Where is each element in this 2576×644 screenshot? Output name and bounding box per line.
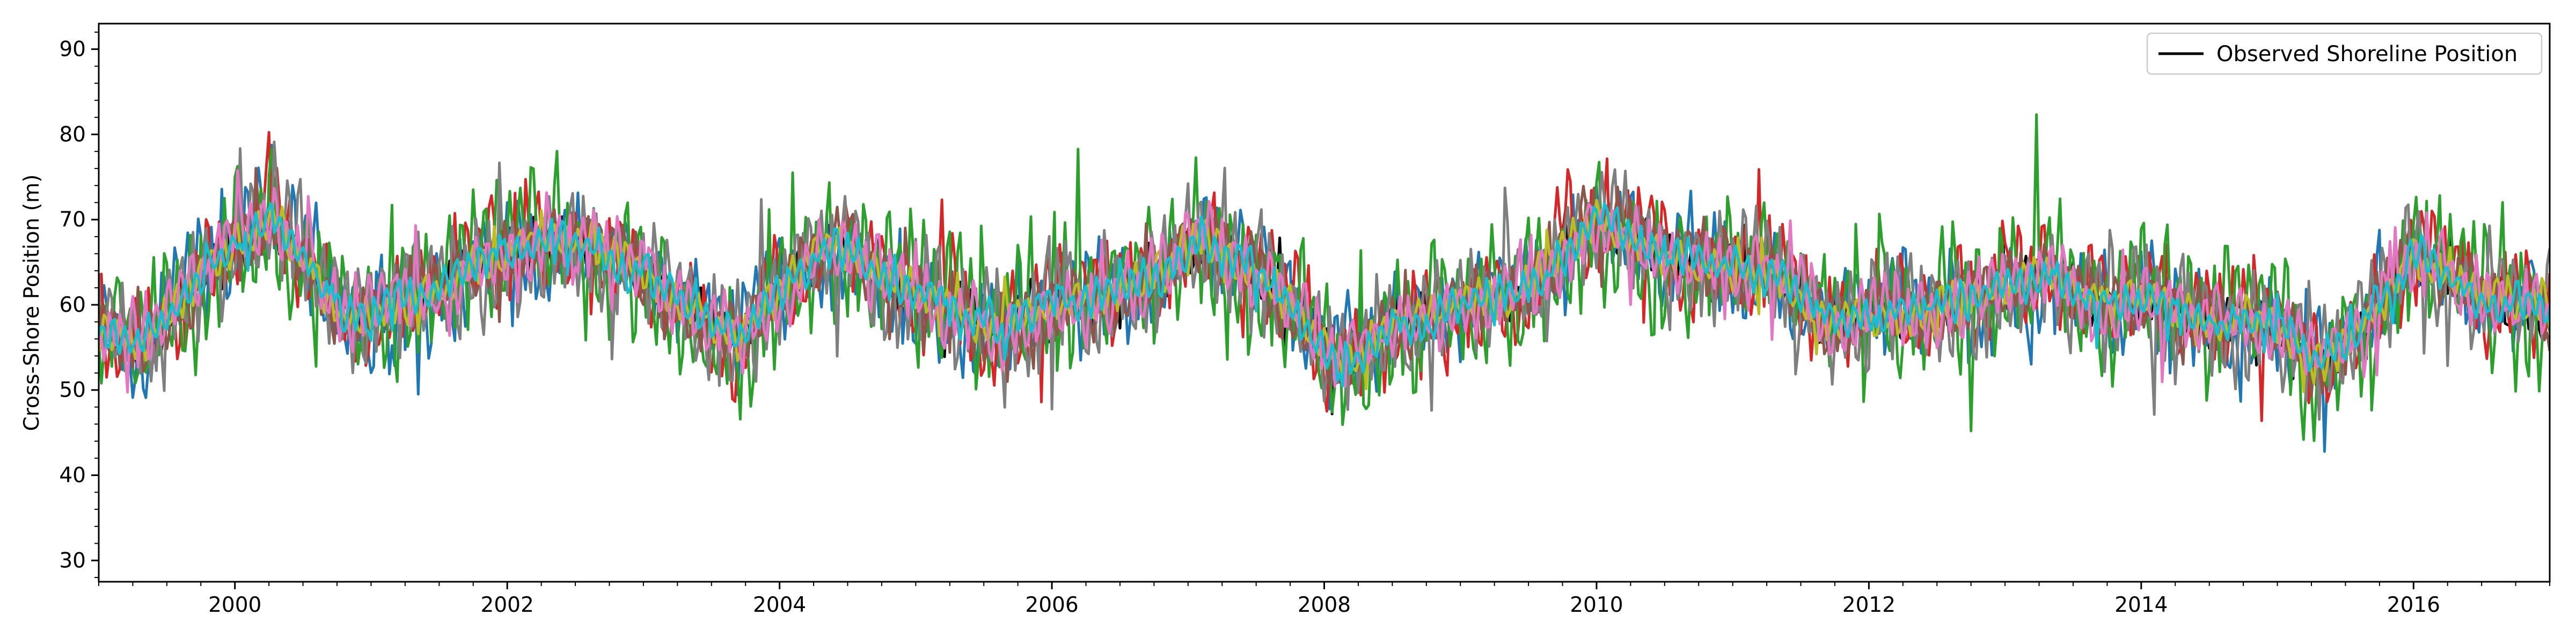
y-tick-label: 30 bbox=[59, 548, 86, 573]
series-line bbox=[99, 202, 2550, 388]
y-tick-label: 60 bbox=[59, 293, 86, 317]
x-tick-label: 2002 bbox=[481, 593, 534, 617]
y-tick-label: 70 bbox=[59, 208, 86, 232]
series-layer bbox=[99, 113, 2550, 453]
legend-box bbox=[2146, 32, 2543, 75]
series-line bbox=[99, 140, 2550, 421]
y-axis-label: Cross-Shore Position (m) bbox=[20, 174, 44, 431]
x-tick-label: 2006 bbox=[1025, 593, 1078, 617]
x-tick-label: 2014 bbox=[2114, 593, 2168, 617]
x-tick-label: 2008 bbox=[1298, 593, 1351, 617]
series-line bbox=[99, 199, 2550, 393]
x-tick-label: 2004 bbox=[753, 593, 806, 617]
x-tick-label: 2016 bbox=[2387, 593, 2440, 617]
y-tick-label: 80 bbox=[59, 122, 86, 147]
y-tick-label: 90 bbox=[59, 38, 86, 62]
ticks-layer: 2000 2002 2004 2006 2008 2010 2012 2014 2016 30 40… bbox=[59, 31, 2550, 617]
x-tick-label: 2010 bbox=[1570, 593, 1623, 617]
x-tick-label: 2000 bbox=[208, 593, 261, 617]
legend-label-observed: Observed Shoreline Position bbox=[2216, 42, 2518, 67]
legend: Observed Shoreline Position bbox=[2146, 32, 2543, 75]
y-tick-label: 40 bbox=[59, 464, 86, 488]
x-tick-label: 2012 bbox=[1842, 593, 1896, 617]
y-tick-label: 50 bbox=[59, 378, 86, 402]
